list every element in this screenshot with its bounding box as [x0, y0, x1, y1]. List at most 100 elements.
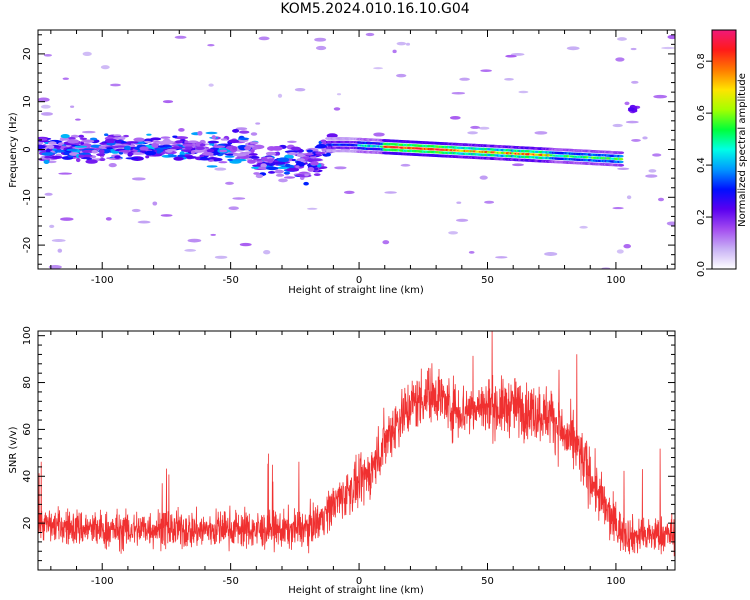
- spectrogram-cell: [160, 136, 171, 139]
- spectrogram-cell: [111, 150, 120, 154]
- spectrogram-cell: [61, 137, 70, 141]
- spectrogram-cell: [315, 154, 323, 157]
- spectrogram-cell: [206, 165, 218, 168]
- spectrogram-cell: [396, 41, 407, 46]
- spectrogram-cell: [49, 155, 63, 159]
- spectrogram-cell: [108, 162, 117, 168]
- spectrogram-cell: [74, 145, 88, 148]
- snr-y-label: SNR (v/v): [8, 426, 19, 473]
- spectrogram-cell: [177, 154, 186, 158]
- spectrogram-cell: [207, 157, 218, 160]
- spectrogram-cell: [238, 137, 250, 141]
- snr-x-label: Height of straight line (km): [288, 585, 424, 596]
- colorbar-tick-label: 0.2: [696, 209, 707, 225]
- spectrogram-cell: [162, 100, 174, 104]
- spectrogram-cell: [579, 225, 588, 229]
- spectrogram-cell: [227, 158, 234, 161]
- spectrogram-cell: [187, 238, 202, 243]
- spectrogram-cell: [123, 145, 132, 151]
- spectrogram-cell: [212, 145, 226, 148]
- spectrogram-cell: [82, 154, 93, 158]
- spectrogram-cell: [451, 91, 466, 95]
- spectrogram-cell: [467, 131, 478, 135]
- spectrogram-x-label: Height of straight line (km): [288, 285, 424, 296]
- spectrogram-cell: [326, 133, 338, 139]
- spectrogram-cell: [657, 197, 665, 202]
- spectrogram-cell: [274, 169, 284, 174]
- spectrogram-cell: [248, 153, 258, 156]
- spectrogram-cell: [313, 173, 321, 176]
- spectrogram-cell: [384, 191, 397, 194]
- spectrogram-cell: [479, 175, 488, 180]
- spectrogram-cell: [617, 167, 630, 171]
- spectrogram-cell: [265, 151, 277, 156]
- spectrogram-cell: [313, 167, 319, 171]
- spectrogram-cell: [306, 149, 314, 153]
- spectrogram-cell: [615, 57, 625, 62]
- spectrogram-cell: [304, 173, 309, 177]
- spectrogram-cell: [260, 163, 268, 168]
- spectrogram-cell: [343, 190, 355, 195]
- spectrogram-cell: [125, 157, 139, 160]
- spectrogram-cell: [631, 80, 639, 84]
- spectrogram-cell: [160, 214, 173, 217]
- spectrogram-cell: [208, 83, 214, 87]
- spectrogram-cell: [57, 248, 63, 253]
- snr-frame: [37, 330, 676, 571]
- spectrogram-cell: [267, 158, 274, 164]
- spectrogram-x-tick-label: -100: [91, 275, 114, 286]
- spectrogram-cell: [612, 123, 623, 128]
- spectrogram-cell: [99, 149, 105, 154]
- spectrogram-cell: [320, 139, 327, 143]
- spectrogram-cell: [248, 155, 260, 159]
- spectrogram-cell: [174, 35, 187, 39]
- spectrogram-cell: [211, 135, 217, 140]
- spectrogram-cell: [661, 46, 675, 50]
- spectrogram-cell: [232, 153, 247, 157]
- spectrogram-cell: [174, 140, 184, 144]
- spectrogram-cell: [312, 158, 322, 162]
- spectrogram-cell: [333, 107, 341, 111]
- spectrogram-cell: [255, 174, 264, 179]
- spectrogram-cell: [85, 159, 98, 164]
- spectrogram-cell: [448, 231, 459, 235]
- spectrogram-cell: [263, 250, 271, 255]
- spectrogram-cell: [43, 53, 53, 57]
- colorbar-gradient: [711, 29, 737, 270]
- spectrogram-cell: [628, 107, 634, 111]
- spectrogram-cell: [667, 34, 675, 40]
- spectrogram-cell: [566, 46, 580, 51]
- spectrogram-cell: [470, 125, 480, 129]
- spectrogram-cell: [247, 159, 257, 164]
- spectrogram-cell: [449, 115, 461, 120]
- spectrogram-cell: [336, 93, 342, 96]
- spectrogram-cell: [257, 166, 267, 170]
- spectrogram-cell: [205, 131, 218, 135]
- spectrogram-cell: [618, 158, 624, 161]
- spectrogram-cell: [78, 154, 85, 158]
- spectrogram-cell: [70, 134, 79, 138]
- spectrogram-cell: [180, 149, 193, 152]
- spectrogram-cell: [495, 256, 508, 259]
- spectrogram-cell: [207, 44, 215, 47]
- spectrogram-cell: [266, 156, 273, 160]
- spectrogram-cell: [43, 159, 50, 164]
- spectrogram-cell: [62, 77, 69, 80]
- spectrogram-cell: [277, 157, 290, 163]
- spectrogram-cell: [109, 83, 122, 87]
- spectrogram-cell: [220, 138, 228, 141]
- spectrogram-y-tick-label: 0: [22, 146, 33, 152]
- spectrogram-cell: [283, 176, 296, 179]
- snr-x-tick-label: -50: [222, 576, 238, 587]
- spectrogram-cell: [219, 149, 228, 153]
- spectrogram-cell: [125, 141, 139, 144]
- spectrogram-cell: [623, 244, 631, 249]
- spectrogram-cell: [238, 130, 250, 134]
- spectrogram-cell: [258, 36, 270, 41]
- spectrogram-cell: [396, 73, 407, 78]
- spectrogram-cell: [127, 152, 134, 156]
- spectrogram-y-label: Frequency (Hz): [8, 112, 19, 188]
- spectrogram-cell: [137, 220, 151, 224]
- snr-y-tick-label: 40: [22, 470, 33, 483]
